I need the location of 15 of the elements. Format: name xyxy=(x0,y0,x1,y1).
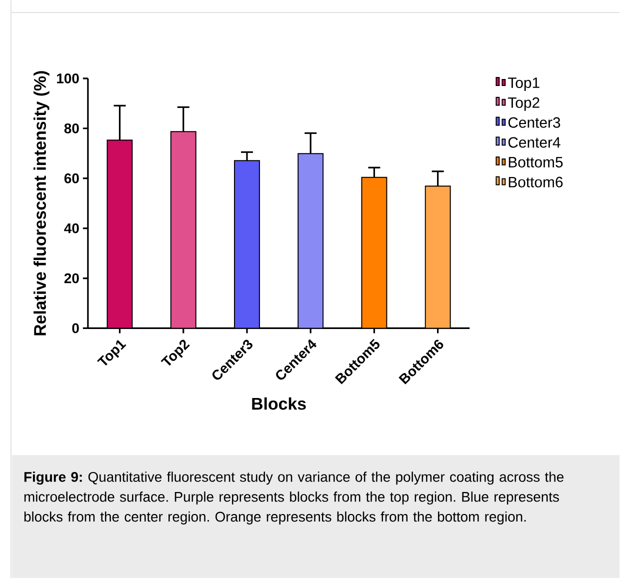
y-tick-label: 20 xyxy=(64,274,79,284)
legend-label: Center4 xyxy=(508,137,560,148)
y-tick-label: 60 xyxy=(64,174,79,184)
legend-label: Center3 xyxy=(508,117,560,128)
legend-label: Top1 xyxy=(508,78,540,92)
legend-label: Bottom6 xyxy=(508,177,563,188)
legend-label: Bottom5 xyxy=(508,157,563,168)
y-tick-label: 40 xyxy=(64,224,79,234)
text: Figure 9: Quantitative fluorescent study on variance of the polymer coating across the microelectrode surface. Purple represents blocks from the top region. Blue represents blocks from the center region. Orange represents blocks from the bottom region. xyxy=(24,472,564,525)
y-tick-label: 0 xyxy=(72,324,79,334)
x-axis-title: Blocks xyxy=(252,398,306,410)
legend-label: Top2 xyxy=(508,98,540,112)
y-axis-title: Relative fluorescent intensity (%) xyxy=(34,71,50,336)
y-tick-label: 100 xyxy=(57,74,79,84)
y-tick-label: 80 xyxy=(64,124,79,134)
